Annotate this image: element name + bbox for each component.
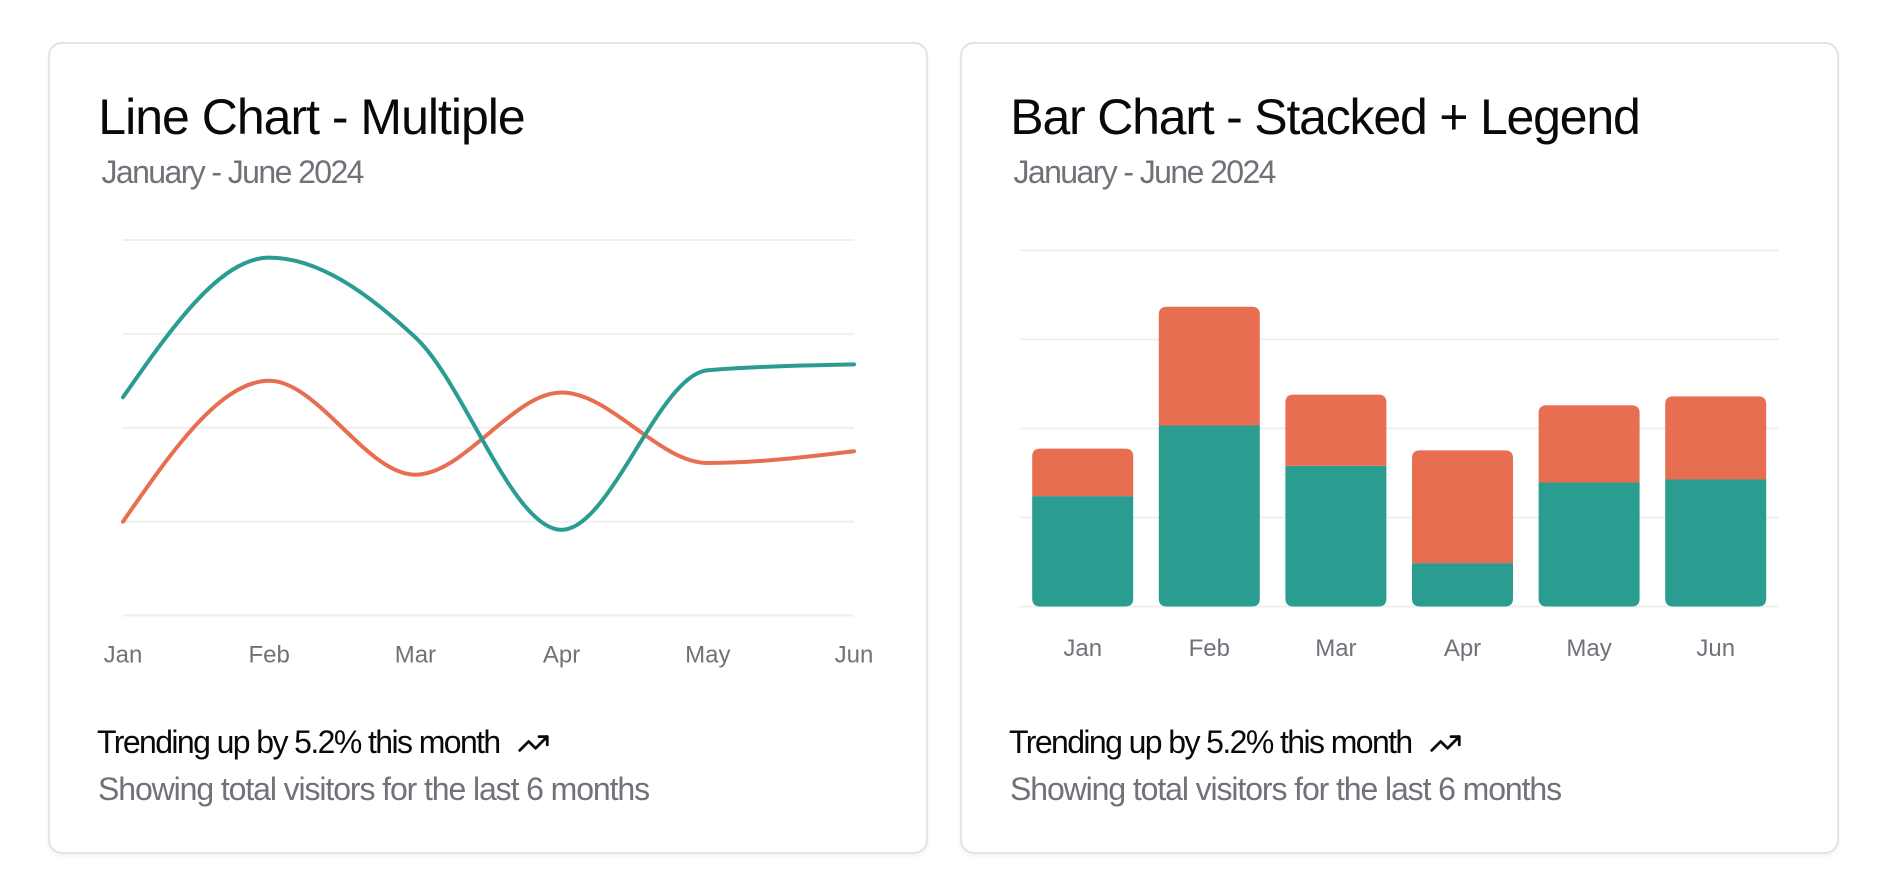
svg-text:Feb: Feb xyxy=(1189,635,1230,662)
svg-text:Apr: Apr xyxy=(1444,635,1481,662)
svg-text:May: May xyxy=(685,642,730,669)
svg-text:Jun: Jun xyxy=(1696,635,1735,662)
svg-text:Mar: Mar xyxy=(395,642,436,669)
svg-text:Jan: Jan xyxy=(1063,635,1102,662)
svg-text:May: May xyxy=(1566,635,1611,662)
svg-text:Mar: Mar xyxy=(1315,635,1356,662)
svg-text:Jun: Jun xyxy=(835,642,874,669)
svg-text:Apr: Apr xyxy=(543,642,580,669)
svg-text:Feb: Feb xyxy=(249,642,290,669)
svg-text:Jan: Jan xyxy=(104,642,143,669)
